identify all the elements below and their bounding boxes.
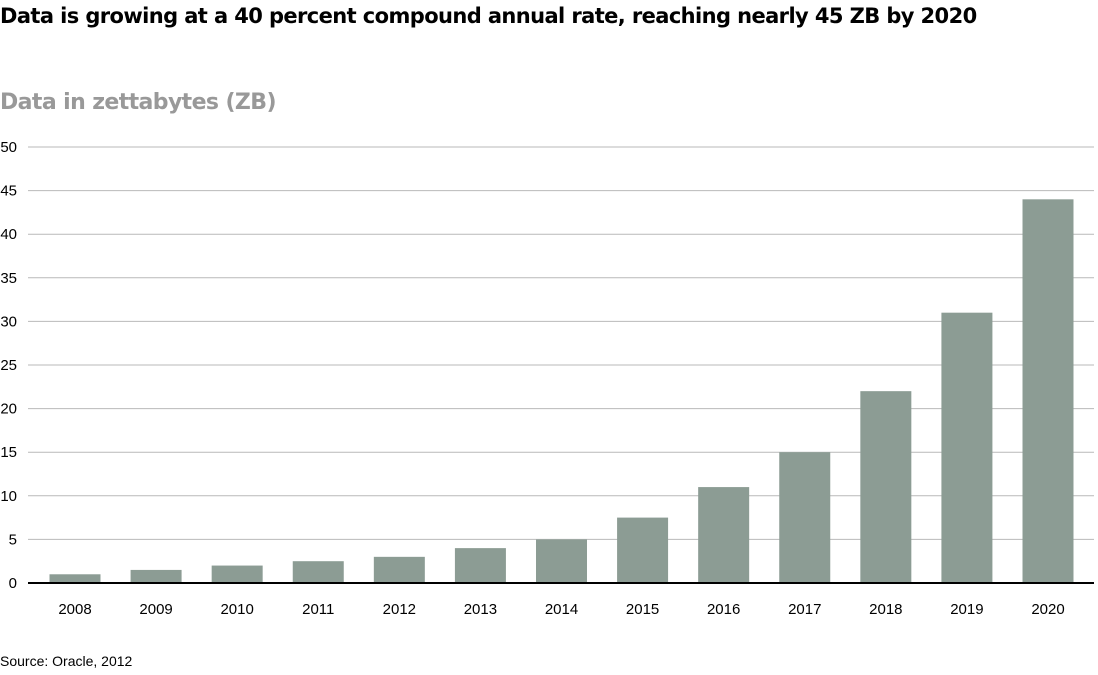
y-tick-label: 0	[9, 575, 17, 592]
x-tick-label: 2019	[950, 601, 983, 618]
bar-2011	[292, 561, 344, 583]
x-tick-label: 2010	[220, 601, 253, 618]
x-tick-label: 2013	[464, 601, 497, 618]
y-tick-label: 10	[0, 488, 17, 505]
x-tick-label: 2012	[383, 601, 416, 618]
bar-2012	[373, 556, 425, 583]
bar-2018	[860, 391, 912, 583]
x-tick-label: 2020	[1031, 601, 1064, 618]
label-layer: 0 5 10 15 20 25 30 35 40 45 50 2008 2009 2010 2011 2012…	[0, 139, 1064, 618]
bar-2015	[617, 517, 669, 583]
source-note: Source: Oracle, 2012	[0, 653, 133, 669]
bar-2017	[779, 452, 831, 583]
x-tick-label: 2015	[626, 601, 659, 618]
y-tick-label: 30	[0, 313, 17, 330]
bar-2009	[130, 569, 182, 583]
x-tick-label: 2016	[707, 601, 740, 618]
bar-2010	[211, 565, 263, 583]
y-tick-label: 5	[9, 531, 17, 548]
x-tick-label: 2014	[545, 601, 578, 618]
grid-layer	[28, 146, 1094, 540]
y-tick-label: 40	[0, 226, 17, 243]
bar-layer	[49, 199, 1074, 583]
bar-2014	[536, 539, 587, 583]
y-tick-label: 25	[0, 357, 17, 374]
y-tick-label: 20	[0, 401, 17, 418]
bar-2008	[49, 574, 101, 583]
bar-2016	[698, 487, 750, 583]
y-tick-label: 45	[0, 183, 17, 200]
x-tick-label: 2008	[58, 601, 91, 618]
chart-title: Data is growing at a 40 percent compound…	[0, 4, 977, 28]
x-tick-label: 2011	[302, 601, 334, 618]
bar-2020	[1022, 199, 1074, 583]
y-tick-label: 15	[0, 444, 17, 461]
y-tick-label: 35	[0, 270, 17, 287]
x-tick-label: 2018	[869, 601, 902, 618]
chart-subtitle: Data in zettabytes (ZB)	[0, 90, 277, 115]
x-tick-label: 2017	[788, 601, 821, 618]
y-tick-label: 50	[0, 139, 17, 156]
bar-2013	[454, 548, 506, 583]
x-tick-label: 2009	[139, 601, 172, 618]
bar-2019	[941, 312, 993, 583]
